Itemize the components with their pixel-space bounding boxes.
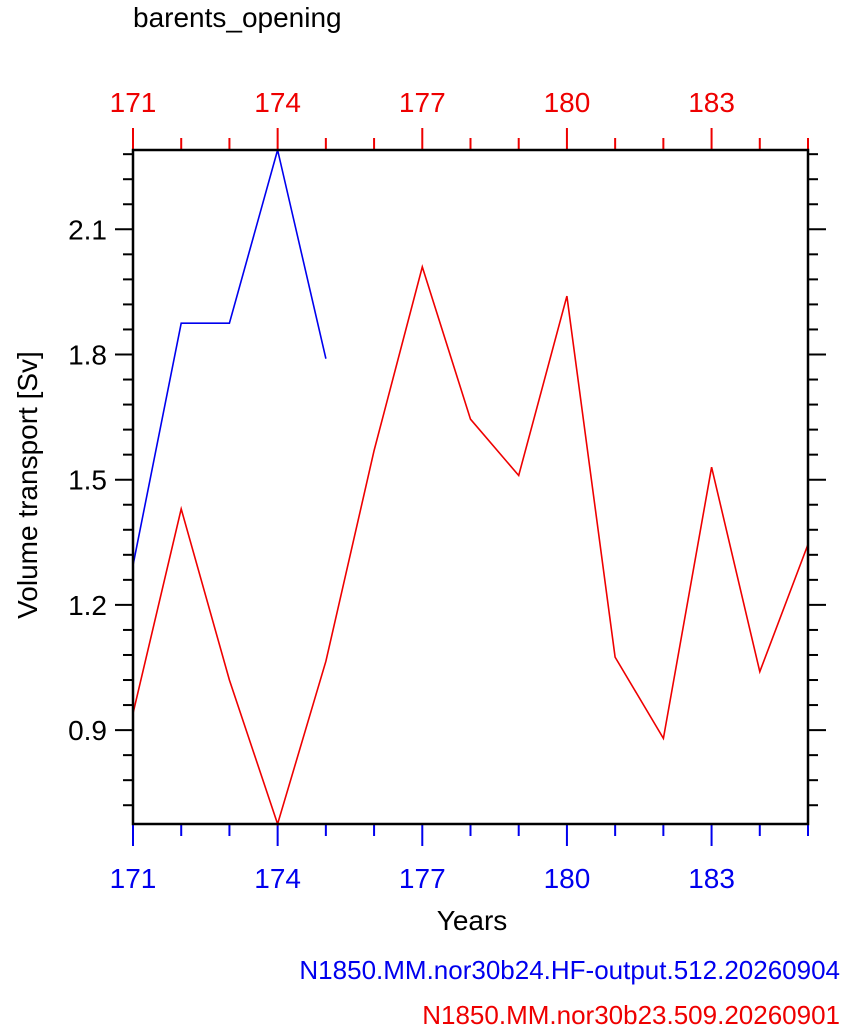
y-tick-label: 2.1 [68,214,107,245]
series-line-2 [132,264,809,827]
data-series [132,149,809,827]
x-tick-label-bottom: 171 [110,863,157,894]
x-tick-label-top: 177 [399,87,446,118]
x-tick-label-bottom: 180 [544,863,591,894]
x-axis-label: Years [436,905,508,936]
x-tick-label-top: 183 [688,87,735,118]
x-tick-label-top: 180 [544,87,591,118]
x-tick-label-bottom: 174 [254,863,301,894]
y-tick-label: 0.9 [68,715,107,746]
x-tick-label-bottom: 183 [688,863,735,894]
y-tick-label: 1.5 [68,465,107,496]
x-tick-label-top: 174 [254,87,301,118]
tick-labels: 171 171 174 174 177 177 180 180 183 183 0.9 1.2 1.5 1… [68,87,735,894]
series-line-1 [132,149,327,566]
legend-entry-series-2: N1850.MM.nor30b23.509.20260901 [422,1000,840,1030]
chart-title: barents_opening [133,2,342,33]
plot-frame [131,148,810,826]
y-tick-label: 1.8 [68,339,107,370]
legend-entry-series-1: N1850.MM.nor30b24.HF-output.512.20260904 [299,955,840,985]
axis-ticks [115,128,826,846]
y-axis-label: Volume transport [Sv] [12,351,43,619]
y-tick-label: 1.2 [68,590,107,621]
x-tick-label-top: 171 [110,87,157,118]
x-tick-label-bottom: 177 [399,863,446,894]
